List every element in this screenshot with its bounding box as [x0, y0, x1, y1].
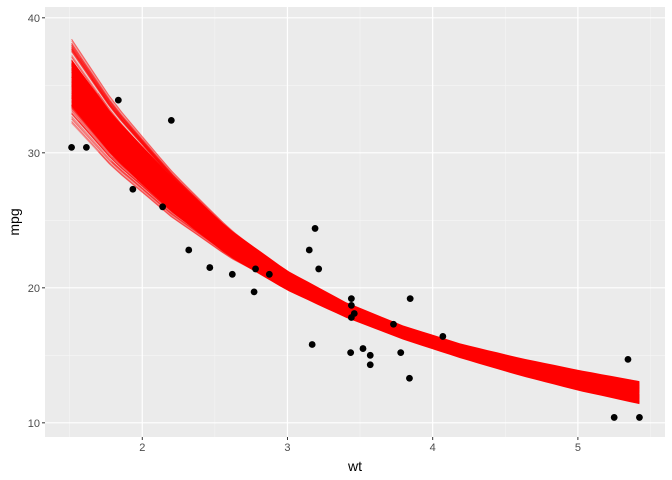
data-point — [159, 203, 167, 211]
data-point — [359, 345, 367, 352]
data-point — [68, 144, 75, 151]
x-axis: 2 3 4 5 — [139, 437, 581, 454]
grid-major — [45, 7, 665, 437]
data-point — [185, 246, 193, 254]
y-tick-label: 40 — [28, 13, 40, 25]
data-point — [397, 349, 405, 357]
data-point — [347, 295, 355, 303]
data-point — [305, 246, 313, 254]
plot-panel — [45, 7, 665, 437]
data-point — [167, 117, 175, 124]
data-point — [114, 96, 122, 104]
data-point — [350, 310, 358, 317]
data-point — [347, 349, 355, 357]
data-point — [228, 270, 236, 278]
data-points — [68, 96, 643, 421]
data-point — [636, 414, 643, 421]
data-point — [311, 225, 319, 232]
data-point — [610, 414, 618, 421]
data-point — [252, 265, 259, 273]
data-point — [315, 265, 323, 273]
data-point — [406, 374, 413, 382]
x-tick-label: 2 — [139, 442, 145, 454]
data-point — [347, 301, 355, 309]
data-point — [82, 144, 90, 151]
y-tick-label: 30 — [28, 148, 40, 160]
y-axis-title: mpg — [6, 208, 22, 235]
x-tick-label: 4 — [430, 442, 436, 454]
data-point — [250, 288, 258, 296]
data-point — [406, 295, 414, 303]
y-axis: 10 20 30 40 — [28, 13, 45, 430]
x-tick-label: 3 — [284, 442, 290, 454]
data-point — [129, 185, 137, 193]
data-point — [308, 341, 316, 348]
data-point — [439, 333, 447, 340]
y-tick-label: 20 — [28, 283, 40, 295]
data-point — [366, 361, 374, 369]
data-point — [366, 351, 374, 359]
data-point — [265, 270, 273, 278]
data-point — [624, 355, 632, 363]
x-axis-title: wt — [347, 458, 362, 474]
data-point — [206, 264, 214, 271]
x-tick-label: 5 — [575, 442, 581, 454]
y-tick-label: 10 — [28, 418, 40, 430]
data-point — [390, 320, 397, 328]
